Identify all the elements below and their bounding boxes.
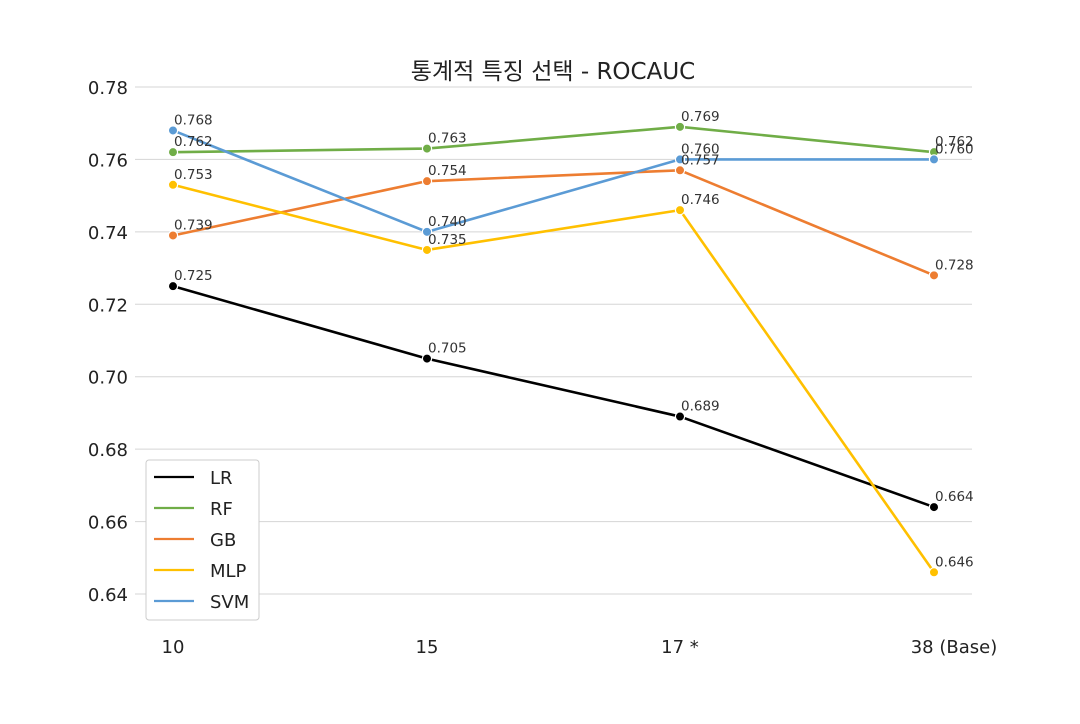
legend-label-mlp: MLP bbox=[210, 561, 247, 582]
y-tick-label: 0.66 bbox=[88, 513, 128, 534]
data-point-svm bbox=[674, 154, 686, 165]
data-point-svm bbox=[421, 226, 433, 238]
data-label-rf: 0.762 bbox=[174, 134, 213, 150]
data-label-lr: 0.664 bbox=[935, 489, 974, 505]
y-tick-label: 0.64 bbox=[88, 585, 128, 606]
data-point-gb bbox=[928, 270, 940, 281]
y-tick-label: 0.74 bbox=[88, 223, 128, 244]
data-label-rf: 0.769 bbox=[681, 109, 720, 125]
y-tick-label: 0.68 bbox=[88, 440, 128, 461]
data-label-lr: 0.705 bbox=[428, 341, 467, 357]
data-label-gb: 0.754 bbox=[428, 163, 467, 179]
data-point-mlp bbox=[167, 179, 179, 190]
data-label-svm: 0.760 bbox=[681, 141, 720, 157]
data-point-lr bbox=[167, 280, 179, 292]
chart-title: 통계적 특징 선택 - ROCAUC bbox=[411, 59, 695, 85]
data-point-gb bbox=[167, 230, 179, 241]
data-label-rf: 0.762 bbox=[935, 134, 974, 150]
x-tick-label: 10 bbox=[162, 637, 185, 658]
data-label-svm: 0.768 bbox=[174, 112, 213, 128]
legend-box bbox=[145, 459, 260, 621]
y-tick-label: 0.78 bbox=[88, 78, 128, 99]
axis-layer: 0.64 0.66 0.68 0.70 0.72 0.74 0.76 0.78 10 15 17 *… bbox=[88, 78, 997, 658]
data-point-lr bbox=[928, 501, 940, 513]
data-label-mlp: 0.746 bbox=[681, 192, 720, 208]
data-point-svm bbox=[167, 125, 179, 136]
y-tick-label: 0.70 bbox=[88, 368, 128, 389]
legend-label-lr: LR bbox=[210, 468, 233, 489]
data-label-layer: 0.725 0.705 0.689 0.664 0.762 0.763 0.769 0.762… bbox=[174, 109, 974, 570]
data-label-gb: 0.728 bbox=[935, 257, 974, 273]
data-point-mlp bbox=[928, 567, 940, 578]
data-point-rf bbox=[167, 146, 179, 158]
data-point-rf bbox=[674, 121, 686, 133]
data-point-mlp bbox=[421, 244, 433, 256]
data-label-svm: 0.740 bbox=[428, 214, 467, 230]
series-line-svm bbox=[171, 129, 936, 234]
grid-layer bbox=[135, 86, 972, 595]
legend-label-gb: GB bbox=[210, 530, 236, 551]
series-line-gb bbox=[171, 168, 936, 277]
data-label-mlp: 0.753 bbox=[174, 167, 213, 183]
data-point-rf bbox=[421, 143, 433, 154]
y-tick-label: 0.76 bbox=[88, 150, 128, 171]
data-point-lr bbox=[674, 411, 686, 422]
x-tick-label: 17 * bbox=[661, 637, 699, 658]
data-label-rf: 0.763 bbox=[428, 131, 467, 147]
data-label-svm: 0.760 bbox=[935, 141, 974, 157]
data-label-mlp: 0.646 bbox=[935, 554, 974, 570]
y-tick-label: 0.72 bbox=[88, 295, 128, 316]
data-point-svm bbox=[928, 154, 940, 165]
series-line-mlp bbox=[171, 183, 936, 574]
data-point-gb bbox=[421, 175, 433, 187]
data-point-mlp bbox=[674, 204, 686, 216]
data-point-gb bbox=[674, 165, 686, 176]
legend-label-rf: RF bbox=[210, 499, 233, 520]
x-tick-label: 15 bbox=[416, 637, 439, 658]
data-label-lr: 0.689 bbox=[681, 399, 720, 415]
data-label-gb: 0.757 bbox=[681, 152, 720, 168]
legend-label-svm: SVM bbox=[210, 592, 249, 613]
series-line-lr bbox=[171, 284, 936, 509]
x-tick-label: 38 (Base) bbox=[911, 637, 998, 658]
series-line-rf bbox=[171, 125, 936, 154]
data-label-gb: 0.739 bbox=[174, 217, 213, 233]
data-point-lr bbox=[421, 353, 433, 364]
data-label-lr: 0.725 bbox=[174, 268, 213, 284]
legend: LR RF GB MLP SVM bbox=[145, 459, 260, 621]
data-label-mlp: 0.735 bbox=[428, 232, 467, 248]
series-layer bbox=[167, 121, 940, 578]
